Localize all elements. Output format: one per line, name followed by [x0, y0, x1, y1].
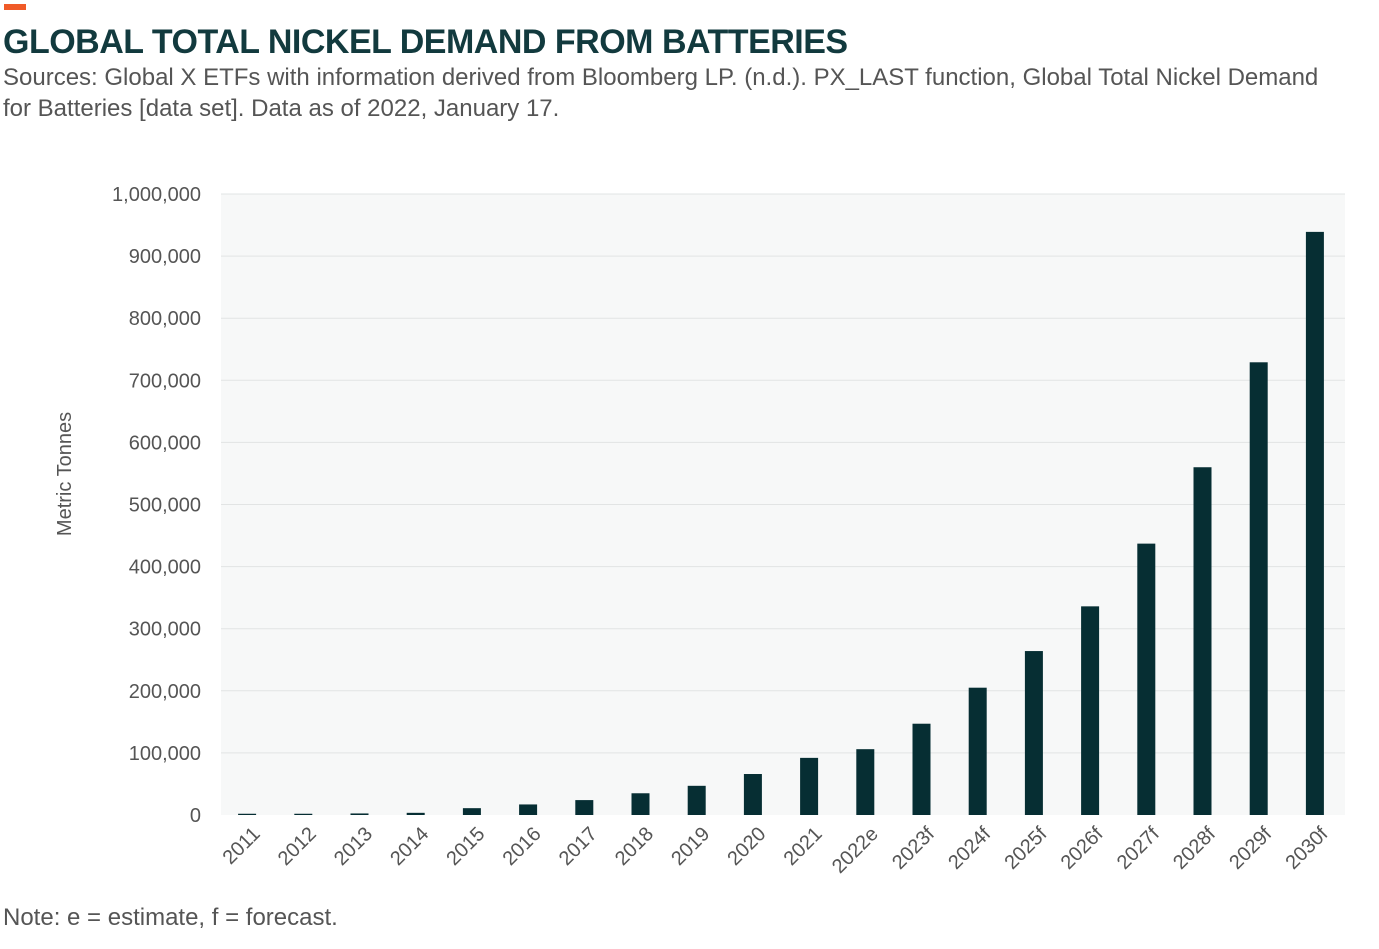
- bar-2020: [743, 774, 762, 815]
- x-tick-label: 2013: [330, 823, 377, 870]
- y-tick-label: 400,000: [129, 557, 201, 579]
- x-tick-label: 2020: [723, 823, 770, 870]
- bar-2018: [631, 793, 650, 815]
- y-tick-label: 100,000: [129, 743, 201, 765]
- x-tick-label: 2024f: [944, 823, 995, 874]
- x-tick-label: 2011: [219, 823, 265, 869]
- bar-2011: [238, 813, 257, 815]
- chart-subtitle-source: Sources: Global X ETFs with information …: [3, 64, 1319, 122]
- x-tick-label: 2021: [780, 823, 827, 870]
- x-axis-ticks: 2011 2012 2013 2014 2015 2016 2017 2018 2019 2020…: [219, 823, 1333, 878]
- bar-2030f: [1305, 231, 1324, 816]
- footnote: Note: e = estimate, f = forecast.: [3, 904, 338, 931]
- bar-2016: [519, 804, 538, 815]
- bar-2026f: [1081, 606, 1100, 815]
- y-tick-label: 800,000: [129, 308, 201, 330]
- bar-2013: [350, 813, 369, 815]
- x-tick-label: 2026f: [1057, 823, 1108, 874]
- x-tick-label: 2019: [667, 823, 714, 870]
- bar-2023f: [912, 723, 931, 815]
- x-tick-label: 2025f: [1000, 823, 1051, 874]
- y-axis-ticks: 0 100,000 200,000 300,000 400,000 500,000 600,…: [112, 184, 201, 827]
- y-tick-label: 0: [190, 805, 201, 827]
- x-tick-label: 2015: [442, 823, 489, 870]
- bar-2019: [687, 785, 706, 815]
- x-tick-label: 2014: [386, 823, 433, 870]
- x-tick-label: 2016: [499, 823, 546, 870]
- chart-title: GLOBAL TOTAL NICKEL DEMAND FROM BATTERIE…: [3, 23, 848, 61]
- bar-2014: [406, 812, 425, 815]
- accent-bar: [4, 4, 26, 10]
- x-tick-label: 2028f: [1169, 823, 1220, 874]
- y-tick-label: 300,000: [129, 619, 201, 641]
- bar-2021: [800, 757, 819, 815]
- bar-2025f: [1024, 651, 1043, 815]
- bar-2024f: [968, 687, 987, 815]
- y-tick-label: 700,000: [129, 370, 201, 392]
- x-tick-label: 2012: [274, 823, 321, 870]
- y-tick-label: 600,000: [129, 432, 201, 454]
- bar-2027f: [1137, 543, 1156, 815]
- bar-2015: [462, 808, 481, 815]
- y-tick-label: 200,000: [129, 681, 201, 703]
- bar-2012: [294, 813, 313, 815]
- bars: [238, 231, 1324, 816]
- bar-2022e: [856, 749, 875, 815]
- bar-2028f: [1193, 467, 1212, 815]
- y-tick-label: 900,000: [129, 246, 201, 268]
- gridlines: [221, 193, 1345, 754]
- x-tick-label: 2030f: [1281, 823, 1332, 874]
- y-tick-label: 1,000,000: [112, 184, 201, 206]
- x-tick-label: 2017: [555, 823, 602, 870]
- bar-2017: [575, 800, 594, 815]
- y-tick-label: 500,000: [129, 495, 201, 517]
- x-tick-label: 2023f: [888, 823, 939, 874]
- bar-2029f: [1249, 362, 1268, 815]
- bar-chart: 0 100,000 200,000 300,000 400,000 500,000 600,…: [54, 184, 1345, 878]
- x-tick-label: 2029f: [1225, 823, 1276, 874]
- y-axis-title: Metric Tonnes: [54, 412, 76, 536]
- x-tick-label: 2018: [611, 823, 658, 870]
- x-tick-label: 2022e: [828, 823, 883, 878]
- x-tick-label: 2027f: [1113, 823, 1164, 874]
